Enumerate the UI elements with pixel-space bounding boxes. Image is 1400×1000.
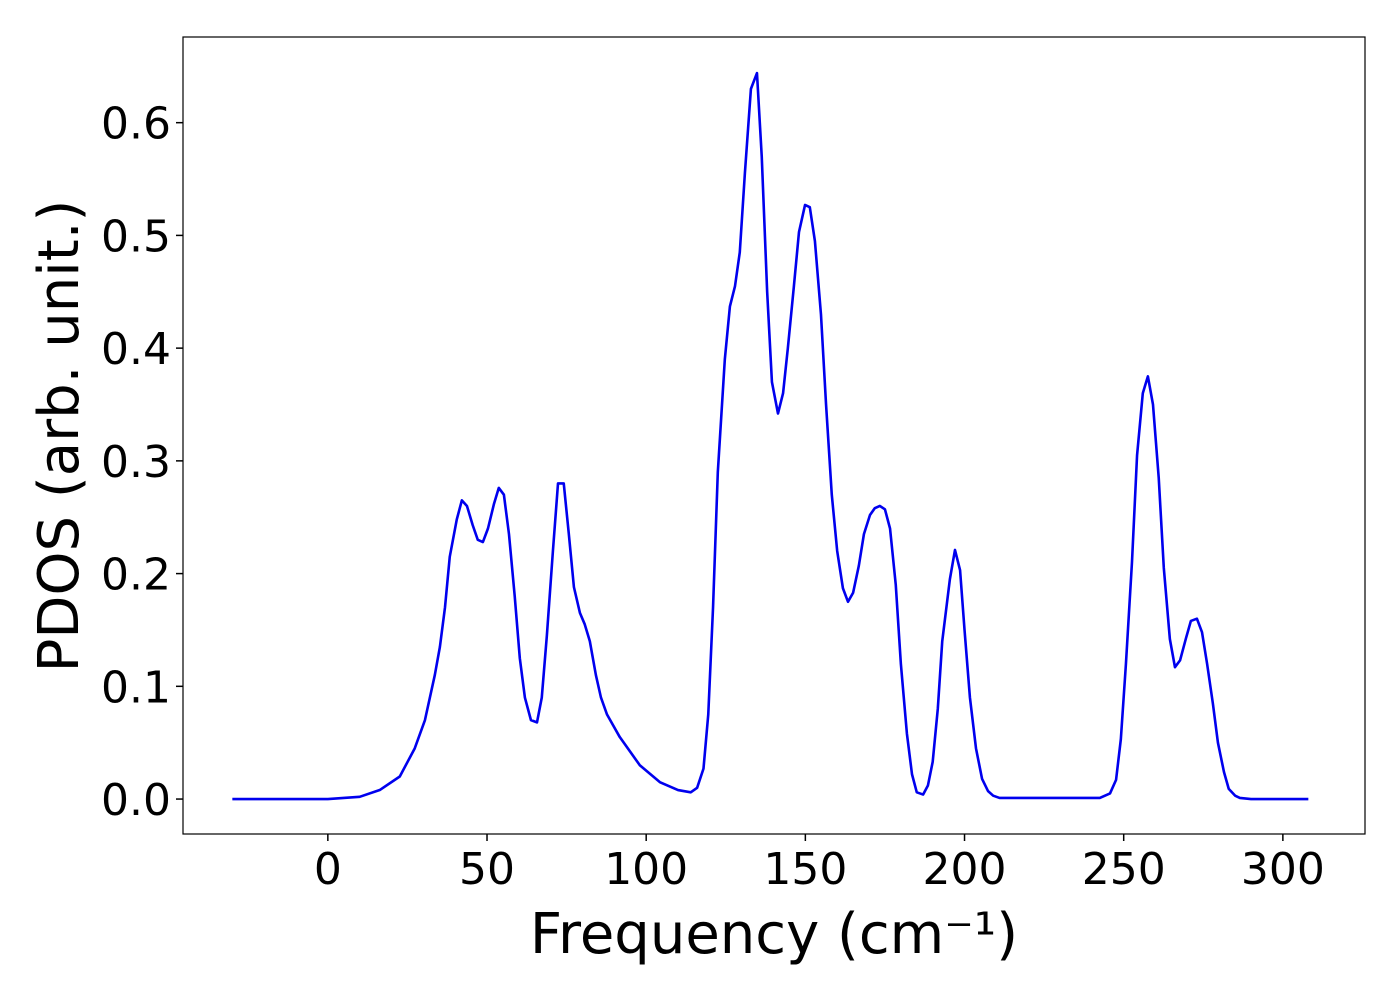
x-tick-label: 250 — [1082, 844, 1166, 895]
y-tick-label: 0.6 — [101, 99, 171, 150]
x-tick-label: 200 — [923, 844, 1007, 895]
y-tick-label: 0.1 — [101, 662, 171, 713]
y-tick-label: 0.0 — [101, 775, 171, 826]
x-tick-label: 0 — [314, 844, 342, 895]
y-tick-label: 0.4 — [101, 324, 171, 375]
y-tick-label: 0.2 — [101, 550, 171, 601]
x-tick-label: 150 — [763, 844, 847, 895]
x-tick-label: 50 — [459, 844, 515, 895]
x-tick-label: 300 — [1241, 844, 1325, 895]
y-axis-label: PDOS (arb. unit.) — [27, 200, 92, 673]
x-tick-label: 100 — [604, 844, 688, 895]
y-tick-label: 0.5 — [101, 211, 171, 262]
y-tick-label: 0.3 — [101, 437, 171, 488]
plot-frame — [182, 36, 1366, 835]
pdos-line — [232, 71, 1309, 801]
x-axis-label: Frequency (cm⁻¹) — [530, 902, 1018, 967]
